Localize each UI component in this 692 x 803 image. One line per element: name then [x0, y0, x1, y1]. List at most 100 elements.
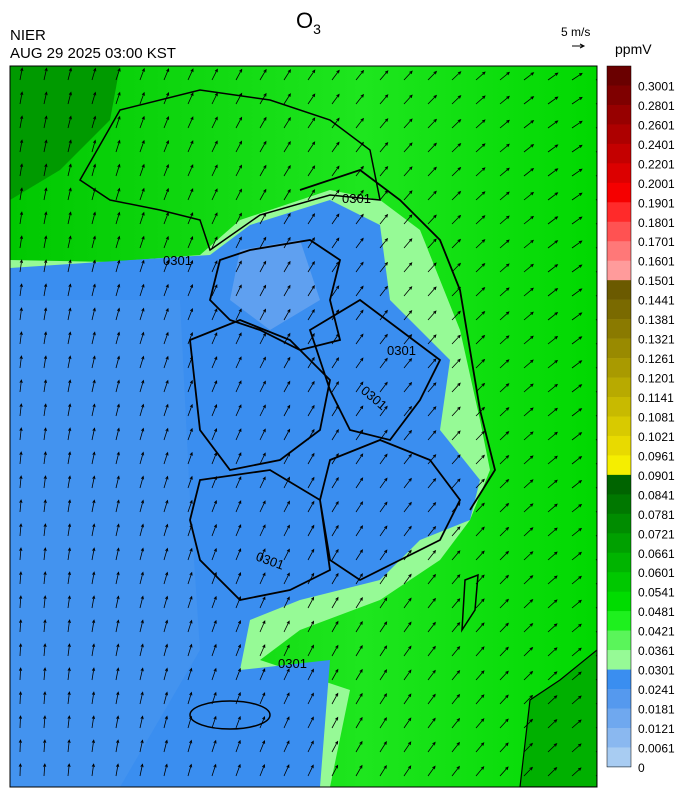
wind-arrow — [163, 355, 169, 369]
colorbar-label: 0.0061 — [638, 741, 675, 755]
wind-arrow — [355, 740, 363, 753]
wind-arrow — [235, 404, 242, 417]
wind-arrow — [259, 572, 266, 585]
wind-arrow — [235, 500, 242, 513]
wind-arrow — [91, 331, 96, 345]
wind-arrow — [379, 525, 388, 537]
wind-arrow — [139, 235, 145, 249]
wind-arrow — [307, 572, 315, 585]
wind-arrow — [187, 236, 194, 249]
wind-arrow — [139, 331, 145, 345]
wind-arrow — [163, 571, 169, 585]
wind-arrow — [307, 93, 316, 105]
wind-arrow — [427, 549, 437, 561]
wind-arrow — [475, 358, 486, 369]
wind-arrow — [43, 595, 47, 609]
wind-arrow — [307, 404, 315, 417]
wind-arrow — [379, 118, 389, 129]
wind-arrow — [211, 404, 218, 417]
wind-arrow — [451, 598, 461, 609]
wind-arrow — [307, 332, 315, 345]
wind-arrow — [187, 523, 193, 537]
wind-arrow — [115, 451, 120, 465]
colorbar-box — [607, 299, 631, 320]
agency: NIER — [10, 27, 46, 44]
wind-arrow — [259, 308, 267, 321]
colorbar-label: 0.0241 — [638, 683, 675, 697]
wind-arrow — [355, 141, 364, 153]
wind-arrow — [163, 187, 169, 201]
wind-arrow — [331, 261, 340, 273]
colorbar-label: 0.1901 — [638, 196, 675, 210]
wind-arrow — [235, 596, 242, 609]
colorbar-label: 0.1081 — [638, 410, 675, 424]
wind-arrow — [403, 477, 412, 489]
colorbar-box — [607, 280, 631, 300]
wind-arrow — [307, 476, 315, 489]
wind-arrow — [523, 120, 535, 129]
wind-arrow — [355, 189, 364, 201]
wind-arrow — [571, 168, 583, 177]
wind-arrow — [259, 740, 266, 753]
wind-arrow — [475, 191, 486, 201]
wind-arrow — [19, 235, 24, 249]
wind-arrow — [331, 405, 339, 417]
wind-arrow — [499, 311, 510, 321]
wind-arrow — [187, 140, 194, 153]
wind-arrow — [67, 115, 72, 129]
wind-arrow — [91, 451, 96, 465]
wind-arrow — [571, 767, 582, 777]
wind-arrow — [427, 717, 436, 729]
wind-arrow — [547, 311, 559, 321]
wind-arrow — [403, 453, 412, 465]
wind-arrow — [427, 382, 437, 393]
colorbar-label: 0.1141 — [638, 391, 674, 405]
wind-arrow — [91, 691, 96, 705]
wind-arrow — [475, 215, 486, 225]
wind-arrow — [379, 357, 388, 369]
colorbar-box — [607, 650, 631, 670]
wind-arrow — [139, 427, 145, 441]
wind-arrow — [403, 166, 413, 177]
wind-arrow — [43, 379, 48, 393]
wind-arrow — [379, 669, 388, 681]
colorbar-label: 0.0541 — [638, 586, 675, 600]
colorbar-box — [607, 416, 631, 437]
colorbar-label: 0.0421 — [638, 625, 675, 639]
wind-arrow — [43, 571, 47, 585]
wind-arrow — [355, 69, 365, 81]
colorbar-label: 0.0841 — [638, 488, 675, 502]
wind-arrow — [67, 763, 71, 777]
wind-arrow — [19, 499, 23, 513]
wind-arrow — [427, 501, 437, 513]
colorbar-box — [607, 124, 631, 145]
wind-arrow — [427, 310, 437, 321]
colorbar-box — [607, 377, 631, 398]
wind-arrow — [43, 355, 48, 369]
wind-arrow — [211, 332, 218, 345]
wind-arrow — [475, 502, 485, 513]
wind-arrow — [259, 188, 267, 201]
wind-arrow — [547, 359, 559, 369]
wind-arrow — [187, 355, 193, 369]
wind-arrow — [211, 547, 217, 561]
wind-arrow — [235, 667, 241, 681]
wind-arrow — [379, 693, 388, 705]
wind-arrow — [355, 357, 364, 369]
colorbar-box — [607, 66, 631, 86]
wind-arrow — [283, 500, 290, 513]
wind-arrow — [283, 452, 291, 465]
wind-arrow — [187, 164, 194, 177]
wind-arrow — [67, 355, 72, 369]
colorbar-label: 0.0901 — [638, 469, 675, 483]
wind-arrow — [475, 119, 486, 129]
colorbar-box — [607, 669, 631, 690]
wind-arrow — [43, 547, 47, 561]
wind-arrow — [403, 381, 413, 393]
wind-arrow — [595, 78, 597, 81]
wind-arrow — [307, 524, 315, 537]
wind-arrow — [427, 334, 437, 345]
wind-arrow — [595, 102, 597, 105]
colorbar-box — [607, 104, 631, 125]
